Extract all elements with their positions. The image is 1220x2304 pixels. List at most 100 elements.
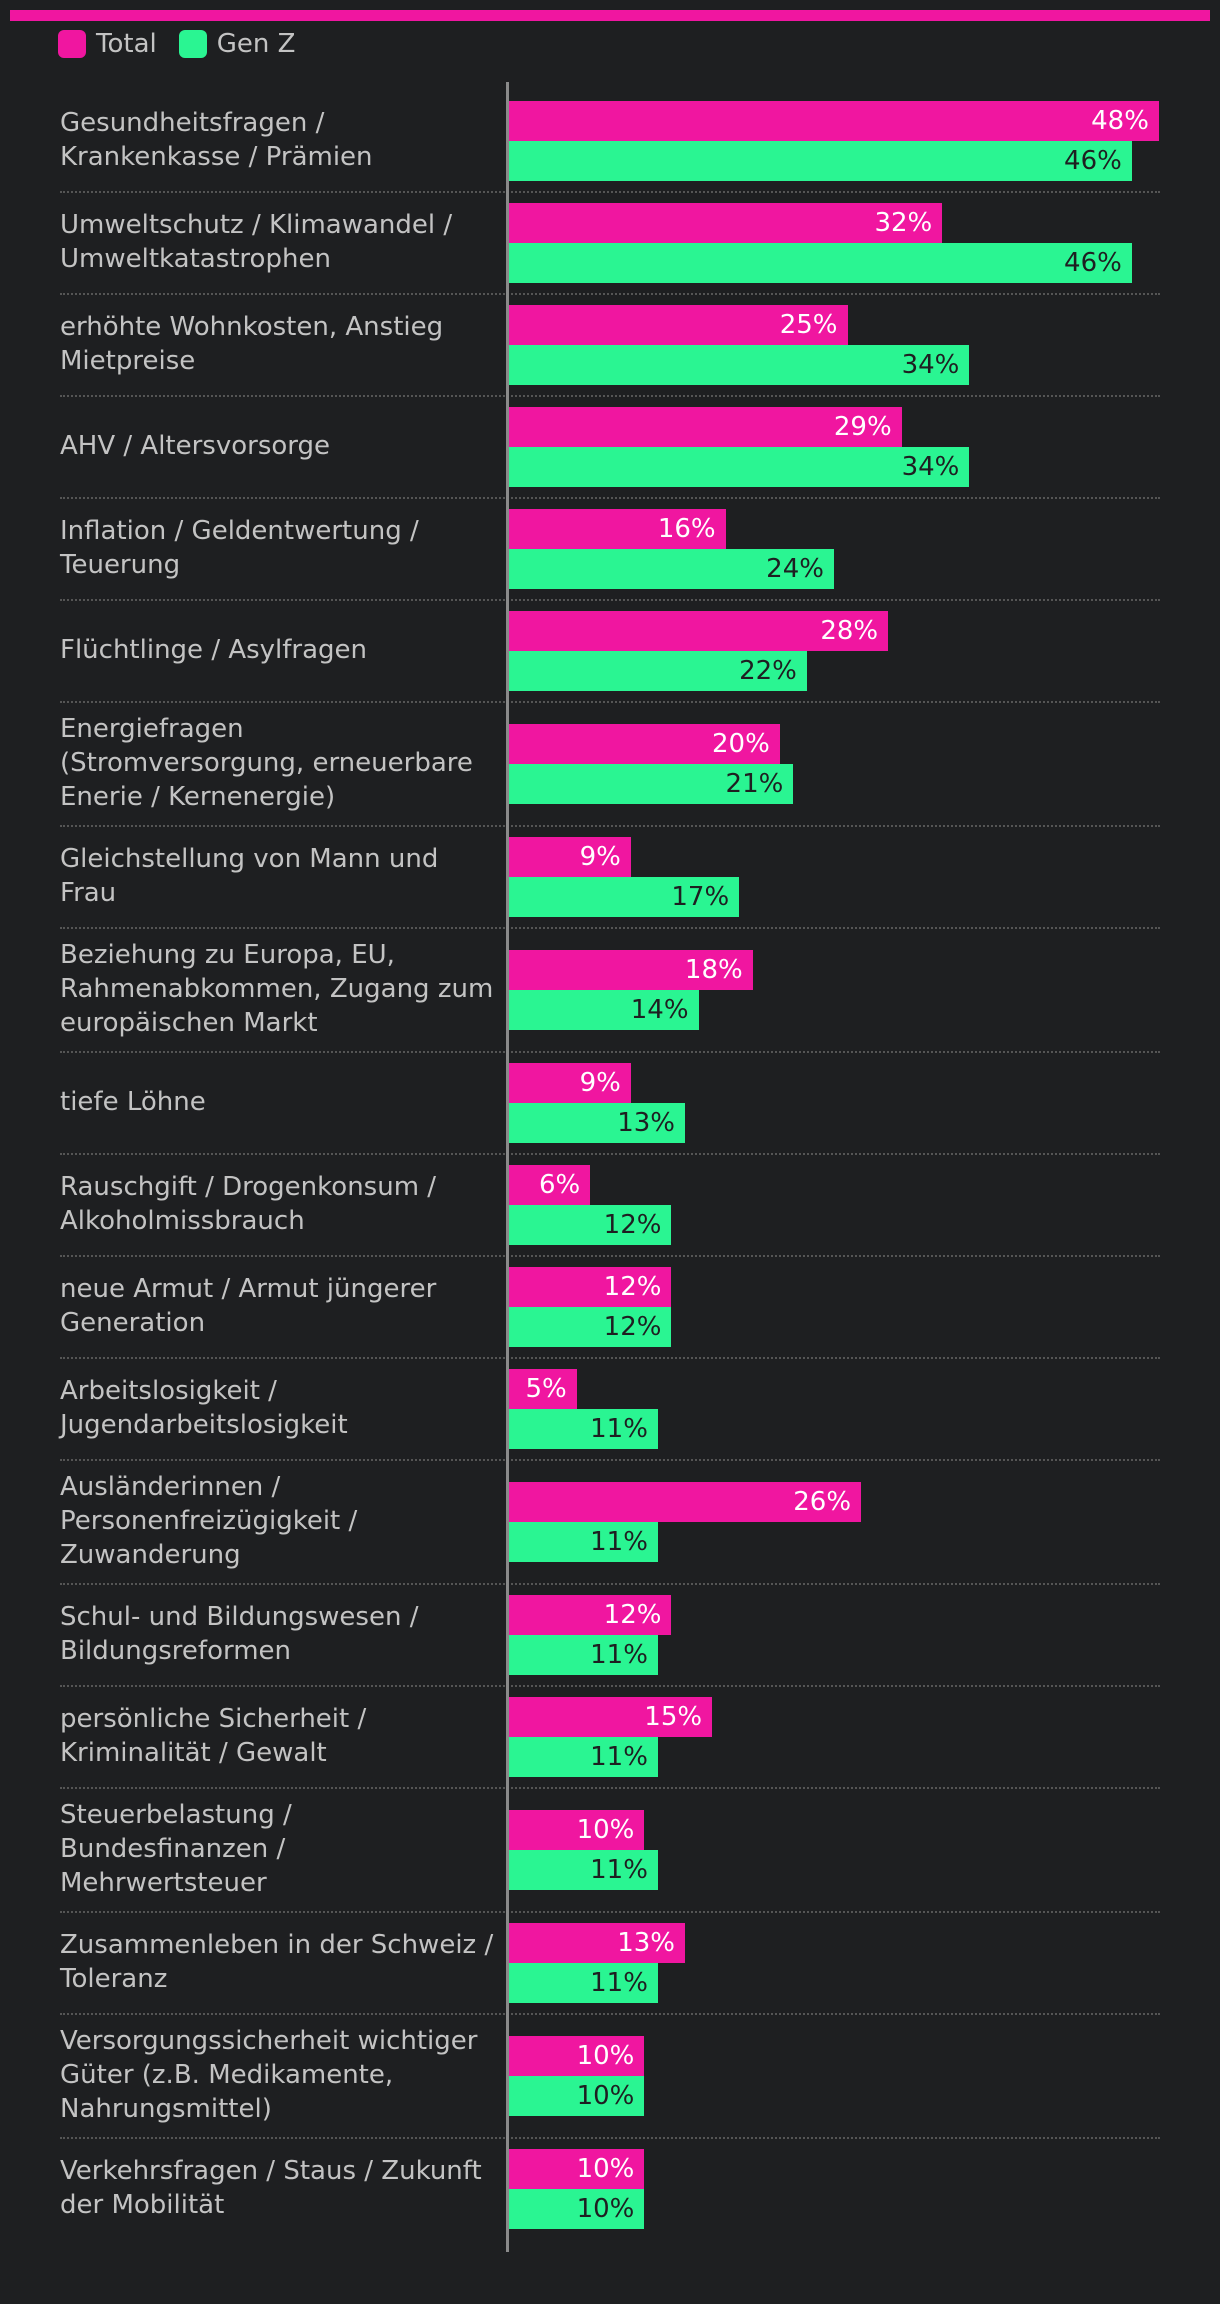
data-label: 9% [579,842,621,872]
bar-genz: 11% [509,1850,658,1890]
bar-total: 18% [509,950,753,990]
legend-label-total: Total [96,29,157,59]
category-label: Flüchtlinge / Asylfragen [60,600,500,700]
bar-total: 9% [509,837,631,877]
row-separator [60,1255,1160,1257]
category-label: Gleichstellung von Mann und Frau [60,826,500,926]
row-separator [60,701,1160,703]
data-label: 10% [576,2154,635,2184]
bar-genz: 11% [509,1635,658,1675]
category-label: tiefe Löhne [60,1052,500,1152]
category-label-line: Schul- und Bildungswesen / [60,1602,419,1632]
data-label: 12% [603,1272,662,1302]
category-label-line: Inflation / Geldentwertung / [60,516,419,546]
bar-genz: 11% [509,1522,658,1562]
bar-total: 16% [509,509,726,549]
category-label-line: Zuwanderung [60,1540,241,1570]
data-label: 15% [644,1702,703,1732]
row-separator [60,1459,1160,1461]
data-label: 25% [779,310,838,340]
category-label-line: Versorgungssicherheit wichtiger [60,2026,478,2056]
category-label-line: Teuerung [60,550,181,580]
legend-item-genz: Gen Z [178,29,295,59]
legend-item-total: Total [58,29,157,59]
data-label: 14% [630,995,689,1025]
data-label: 46% [1064,248,1122,278]
category-label-line: Alkoholmissbrauch [60,1206,305,1236]
data-label: 28% [820,616,879,646]
legend-swatch-genz [178,30,207,58]
row-separator [60,825,1160,827]
data-label: 9% [579,1068,621,1098]
legend: Total Gen Z [58,24,317,64]
category-label-line: Steuerbelastung / [60,1800,292,1830]
bar-genz: 17% [509,877,740,917]
data-label: 5% [525,1374,567,1404]
bar-genz: 46% [509,243,1132,283]
category-label: neue Armut / Armut jüngerer Generation [60,1256,500,1356]
bar-genz: 24% [509,549,834,589]
row-separator [60,927,1160,929]
category-label-line: Güter (z.B. Medikamente, [60,2060,394,2090]
bar-genz: 34% [509,345,970,385]
category-label: Verkehrsfragen / Staus / Zukunft der Mobi… [60,2138,500,2238]
category-label-line: Jugendarbeitslosigkeit [60,1410,348,1440]
category-label: Beziehung zu Europa, EU, Rahmenabkommen, … [60,928,500,1050]
data-label: 22% [739,656,797,686]
bar-genz: 10% [509,2076,645,2116]
bar-total: 10% [509,2149,645,2189]
category-label-line: persönliche Sicherheit / [60,1704,367,1734]
bar-total: 28% [509,611,889,651]
row-separator [60,1051,1160,1053]
row-separator [60,1153,1160,1155]
data-label: 12% [603,1312,662,1342]
row-separator [60,1357,1160,1359]
data-label: 21% [725,769,784,799]
bar-total: 20% [509,724,780,764]
bar-genz: 12% [509,1307,672,1347]
category-label: Steuerbelastung / Bundesfinanzen / Mehrwer… [60,1788,500,1910]
category-label-line: Krankenkasse / Prämien [60,142,373,172]
bar-genz: 10% [509,2189,645,2229]
data-label: 12% [603,1600,662,1630]
category-label-line: Umweltschutz / Klimawandel / [60,210,453,240]
category-label-line: der Mobilität [60,2190,225,2220]
row-separator [60,293,1160,295]
category-label-line: Flüchtlinge / Asylfragen [60,635,368,665]
category-label-line: Bundesfinanzen / [60,1834,286,1864]
data-label: 13% [617,1928,676,1958]
row-separator [60,191,1160,193]
category-label: Gesundheitsfragen / Krankenkasse / Prämie… [60,90,500,190]
bar-total: 9% [509,1063,631,1103]
data-label: 16% [657,514,716,544]
category-label-line: Energiefragen [60,714,244,744]
category-label-line: Toleranz [60,1964,168,1994]
data-label: 10% [576,1815,635,1845]
category-label-line: tiefe Löhne [60,1087,206,1117]
row-separator [60,497,1160,499]
data-label: 12% [603,1210,662,1240]
bar-total: 12% [509,1267,672,1307]
bar-total: 26% [509,1482,862,1522]
bar-genz: 34% [509,447,970,487]
category-label: Inflation / Geldentwertung / Teuerung [60,498,500,598]
axis-line [506,82,509,2252]
category-label: Schul- und Bildungswesen / Bildungsreform… [60,1584,500,1684]
data-label: 11% [590,1968,648,1998]
category-label-line: Gesundheitsfragen / [60,108,325,138]
category-label-line: Arbeitslosigkeit / [60,1376,277,1406]
data-label: 34% [901,350,960,380]
category-label-line: Bildungsreformen [60,1636,292,1666]
category-label: Ausländerinnen / Personenfreizügigkeit / Z… [60,1460,500,1582]
bar-genz: 46% [509,141,1132,181]
data-label: 10% [576,2081,635,2111]
legend-swatch-total [58,30,86,58]
category-label-line: Beziehung zu Europa, EU, [60,940,395,970]
data-label: 11% [590,1527,648,1557]
data-label: 13% [617,1108,676,1138]
row-separator [60,1911,1160,1913]
row-separator [60,1787,1160,1789]
row-separator [60,2137,1160,2139]
data-label: 24% [766,554,824,584]
